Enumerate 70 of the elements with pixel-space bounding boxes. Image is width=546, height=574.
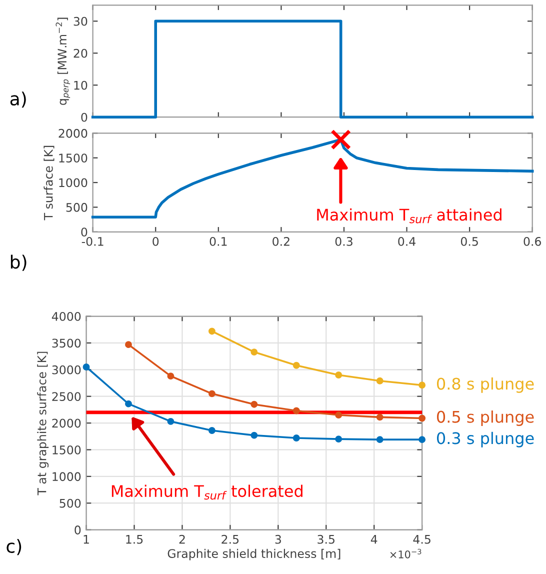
point bbox=[250, 400, 258, 408]
point bbox=[335, 412, 342, 419]
text: a) bbox=[10, 92, 26, 108]
y-tick-label: 1000 bbox=[59, 178, 88, 188]
point bbox=[292, 434, 300, 442]
x-tick-label: 0.5 bbox=[460, 236, 478, 246]
x-tick-label: 0.1 bbox=[210, 236, 227, 246]
point bbox=[418, 436, 426, 444]
x-tick-label: -0.1 bbox=[82, 236, 104, 246]
point bbox=[418, 382, 426, 389]
y-axis-title: q$_{perp}$ [MW.m$^{−2}$] bbox=[56, 18, 70, 105]
x-tick-label: 1.5 bbox=[126, 535, 143, 544]
point bbox=[250, 348, 258, 356]
annotation: Maximum T$_{surf}$ attained bbox=[317, 208, 502, 224]
x-tick-label: 0.4 bbox=[398, 236, 416, 246]
y-tick-label: 2000 bbox=[52, 418, 81, 428]
point bbox=[208, 427, 216, 434]
series-label: 0.5 s plunge bbox=[437, 410, 534, 426]
y-tick-label: 1000 bbox=[52, 472, 81, 482]
x-tick-label: 0.6 bbox=[524, 236, 541, 246]
point bbox=[335, 436, 342, 443]
y-tick-label: 0 bbox=[74, 526, 81, 534]
x-axis-title: Graphite shield thickness [m] bbox=[168, 548, 340, 560]
y-tick-label: 3500 bbox=[52, 338, 81, 348]
x-tick-label: 4 bbox=[370, 535, 378, 544]
point bbox=[167, 418, 174, 425]
text: c) bbox=[6, 539, 22, 556]
point bbox=[376, 414, 384, 421]
y-tick-label: 2000 bbox=[58, 128, 88, 138]
x-tick-label: 0 bbox=[152, 236, 159, 246]
y-tick-label: 0 bbox=[81, 228, 88, 237]
y-axis-title: T surface [K] bbox=[44, 146, 54, 220]
x-tick-label: 2.5 bbox=[222, 534, 239, 544]
y-tick-label: 4000 bbox=[52, 312, 81, 321]
x-tick-label: 3 bbox=[275, 534, 281, 544]
x-tick-label: 2 bbox=[179, 534, 185, 544]
y-tick-label: 500 bbox=[66, 202, 88, 212]
series-label: 0.8 s plunge bbox=[437, 377, 534, 393]
point bbox=[167, 372, 174, 380]
y-tick-label: 1500 bbox=[52, 445, 81, 454]
x-tick-label: 3.5 bbox=[318, 534, 334, 544]
point bbox=[208, 390, 216, 398]
point bbox=[376, 377, 384, 384]
x-tick-label: 0.3 bbox=[335, 236, 352, 246]
point bbox=[208, 328, 216, 335]
text: b) bbox=[10, 254, 26, 271]
point bbox=[125, 400, 132, 408]
y-tick-label: 30 bbox=[74, 16, 88, 26]
point bbox=[82, 364, 90, 370]
y-tick-label: 2500 bbox=[52, 392, 81, 401]
point bbox=[292, 407, 300, 414]
point bbox=[125, 341, 132, 348]
y-tick-label: 0 bbox=[81, 112, 88, 122]
y-tick-label: 500 bbox=[60, 498, 81, 508]
point bbox=[292, 362, 300, 369]
x-tick-label: 4.5 bbox=[413, 535, 430, 544]
x-tick-label: 1 bbox=[84, 535, 89, 544]
point bbox=[250, 432, 258, 439]
point bbox=[335, 372, 342, 378]
x-tick-label: 0.2 bbox=[272, 236, 290, 246]
y-tick-label: 20 bbox=[74, 48, 88, 58]
annotation: Maximum T$_{surf}$ tolerated bbox=[112, 484, 302, 500]
y-tick-label: 1500 bbox=[59, 154, 88, 163]
point bbox=[418, 414, 426, 422]
point bbox=[376, 436, 384, 444]
text: ×10$^{−3}$ bbox=[390, 548, 422, 558]
y-tick-label: 3000 bbox=[52, 365, 81, 374]
y-tick-label: 10 bbox=[74, 80, 88, 90]
series-label: 0.3 s plunge bbox=[437, 432, 534, 448]
y-axis-title: T at graphite surface [K] bbox=[37, 352, 49, 496]
